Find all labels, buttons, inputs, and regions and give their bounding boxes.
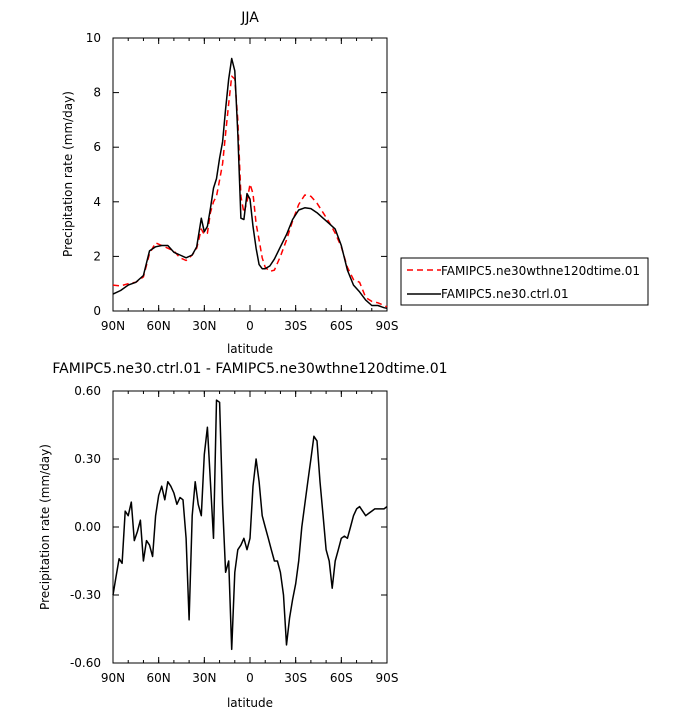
- y-tick-label: -0.30: [70, 588, 101, 602]
- y-tick-label: 0.30: [74, 452, 101, 466]
- y-tick-label: 0.00: [74, 520, 101, 534]
- bottom-panel: FAMIPC5.ne30.ctrl.01 - FAMIPC5.ne30wthne…: [38, 361, 448, 710]
- bottom-chart-title: FAMIPC5.ne30.ctrl.01 - FAMIPC5.ne30wthne…: [52, 361, 447, 377]
- y-tick-label: 0.60: [74, 384, 101, 398]
- x-tick-label: 60N: [147, 319, 171, 333]
- y-tick-label: 6: [93, 140, 101, 154]
- top-plot-frame: [112, 37, 388, 312]
- legend-label-series-1: FAMIPC5.ne30wthne120dtime.01: [441, 264, 640, 278]
- x-tick-label: 90S: [376, 319, 399, 333]
- x-tick-label: 30N: [192, 671, 216, 685]
- top-legend: FAMIPC5.ne30wthne120dtime.01 FAMIPC5.ne3…: [400, 257, 649, 306]
- bottom-y-axis-label: Precipitation rate (mm/day): [38, 444, 52, 610]
- x-tick-label: 60N: [147, 671, 171, 685]
- top-y-axis-label: Precipitation rate (mm/day): [61, 91, 75, 257]
- series-line-1: [112, 399, 388, 651]
- y-tick-label: 2: [93, 249, 101, 263]
- x-tick-label: 0: [246, 319, 254, 333]
- bottom-x-axis-label: latitude: [227, 696, 273, 710]
- x-tick-label: 90S: [376, 671, 399, 685]
- y-tick-label: 0: [93, 304, 101, 318]
- series-line-2: [112, 57, 388, 310]
- x-tick-label: 60S: [330, 671, 353, 685]
- series-line-1: [112, 75, 388, 308]
- top-x-axis-label: latitude: [227, 342, 273, 356]
- x-tick-label: 30S: [284, 671, 307, 685]
- bottom-series: [112, 399, 388, 651]
- y-tick-label: 4: [93, 195, 101, 209]
- x-tick-label: 60S: [330, 319, 353, 333]
- legend-label-series-2: FAMIPC5.ne30.ctrl.01: [441, 287, 569, 301]
- top-series: [112, 57, 388, 310]
- x-tick-label: 90N: [101, 671, 125, 685]
- top-chart-title: JJA: [240, 10, 259, 26]
- y-tick-label: -0.60: [70, 656, 101, 670]
- x-tick-label: 30S: [284, 319, 307, 333]
- y-tick-label: 8: [93, 86, 101, 100]
- bottom-axes: 90N 60N 30N 0 30S 60S 90S -0.60 -0.30 0.00 0.30 0.6…: [70, 384, 399, 685]
- y-tick-label: 10: [86, 31, 101, 45]
- x-tick-label: 90N: [101, 319, 125, 333]
- top-axes: 90N 60N 30N 0 30S 60S 90S 0 2 4 6 8 10: [86, 31, 399, 333]
- legend-box: [400, 257, 649, 306]
- x-tick-label: 30N: [192, 319, 216, 333]
- x-tick-label: 0: [246, 671, 254, 685]
